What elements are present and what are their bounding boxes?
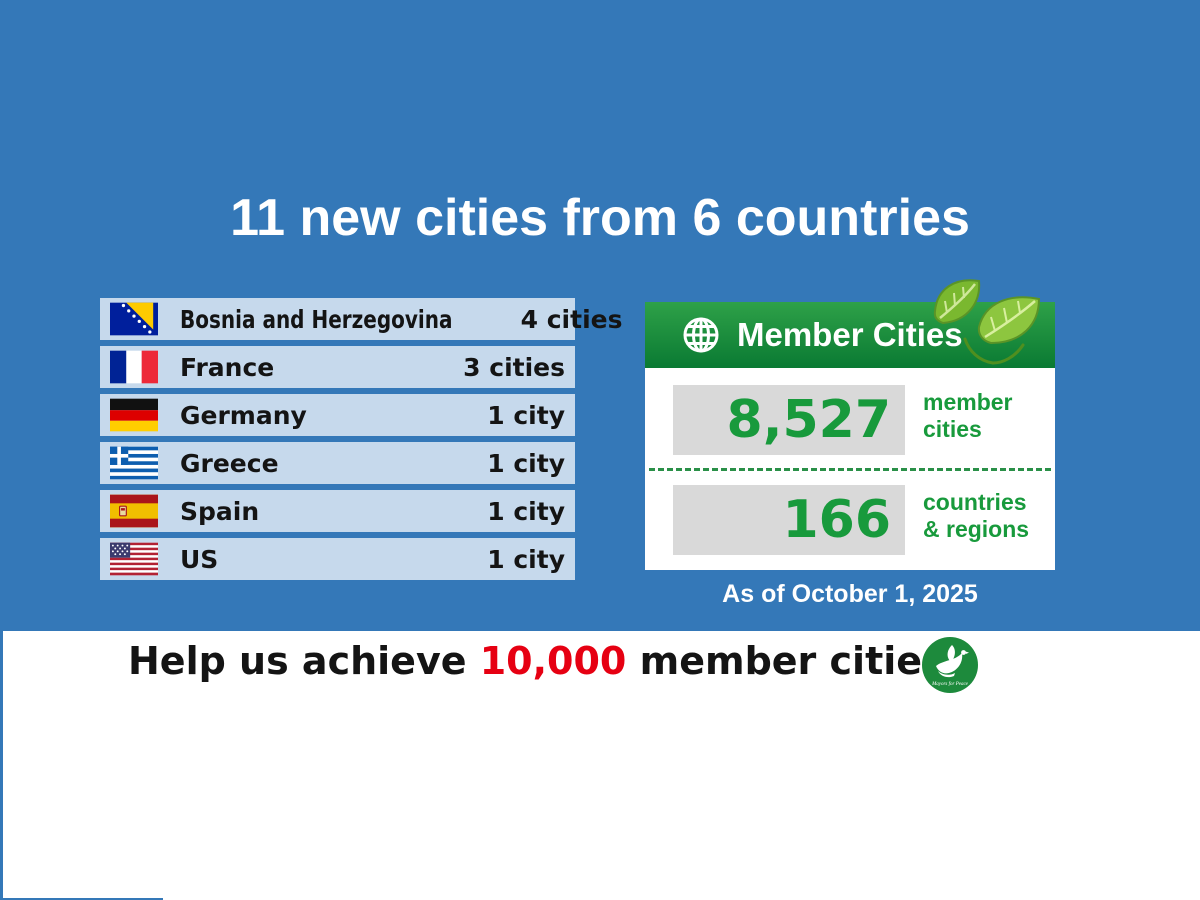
- flag-us-icon: [110, 542, 158, 576]
- stat-box-countries: 166: [673, 485, 905, 555]
- stat-label-countries: countries & regions: [923, 489, 1030, 542]
- stat-box-member-cities: 8,527: [673, 385, 905, 455]
- page-title: 11 new cities from 6 countries: [230, 189, 970, 247]
- country-name: Bosnia and Herzegovina: [180, 304, 453, 334]
- country-name: France: [180, 352, 275, 382]
- city-count: 4 cities: [520, 304, 623, 334]
- flag-germany-icon: [110, 398, 158, 432]
- table-row: Bosnia and Herzegovina 4 cities: [100, 298, 622, 340]
- country-name: US: [180, 544, 219, 574]
- member-cities-header: Member Cities: [645, 279, 1055, 368]
- country-name: Spain: [180, 496, 260, 526]
- footer-message-prefix: Help us achieve: [128, 639, 480, 683]
- footer-message-suffix: member cities!: [626, 639, 962, 683]
- footer: Help us achieve 10,000 member cities! Ma…: [0, 631, 1200, 900]
- member-cities-title: Member Cities: [737, 316, 963, 353]
- city-count: 3 cities: [463, 352, 565, 382]
- leaves-icon: [933, 279, 1041, 365]
- table-row: France 3 cities: [100, 346, 575, 388]
- globe-icon: [683, 317, 719, 353]
- flag-france-icon: [110, 350, 158, 384]
- member-cities-body: 8,527 member cities 166 countries & regi…: [645, 368, 1055, 570]
- footer-message-highlight: 10,000: [479, 639, 627, 683]
- stat-value-countries: 166: [782, 490, 891, 550]
- stat-label-member-cities: member cities: [923, 389, 1013, 442]
- city-count: 1 city: [487, 448, 565, 478]
- table-row: Germany 1 city: [100, 394, 575, 436]
- stat-value-member-cities: 8,527: [726, 390, 891, 450]
- footer-message: Help us achieve 10,000 member cities!: [45, 639, 1045, 683]
- member-cities-panel: Member Cities 8,527: [645, 279, 1055, 609]
- mayors-for-peace-logo-icon: Mayors for Peace: [922, 637, 978, 693]
- table-row: Greece 1 city: [100, 442, 575, 484]
- flag-spain-icon: [110, 494, 158, 528]
- table-row: Spain 1 city: [100, 490, 575, 532]
- country-name: Greece: [180, 448, 279, 478]
- as-of-date: As of October 1, 2025: [722, 580, 978, 608]
- dashed-divider: [649, 468, 1051, 471]
- logo-text: Mayors for Peace: [931, 682, 969, 687]
- city-count: 1 city: [487, 496, 565, 526]
- city-count: 1 city: [487, 400, 565, 430]
- flag-bosnia-and-herzegovina-icon: [110, 302, 158, 336]
- table-row: US 1 city: [100, 538, 575, 580]
- country-name: Germany: [180, 400, 307, 430]
- bottom-edge-line: [3, 898, 163, 900]
- flag-greece-icon: [110, 446, 158, 480]
- country-table: Bosnia and Herzegovina 4 cities France 3…: [100, 298, 622, 586]
- city-count: 1 city: [487, 544, 565, 574]
